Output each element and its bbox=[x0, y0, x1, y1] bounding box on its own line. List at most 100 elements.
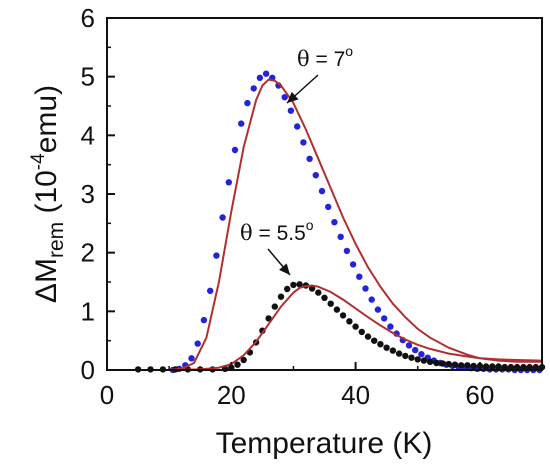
series-0-point bbox=[356, 273, 363, 280]
annotation-value: = 5.5 bbox=[253, 222, 306, 245]
series-1-point bbox=[458, 362, 465, 369]
y-tick-label: 6 bbox=[81, 3, 95, 33]
y-axis-title-unit-open: (10 bbox=[30, 170, 63, 222]
series-1-point bbox=[265, 315, 272, 322]
series-1-point bbox=[290, 281, 297, 289]
series-0-point bbox=[318, 187, 326, 195]
series-0-point bbox=[244, 99, 251, 107]
series-0-point bbox=[200, 316, 208, 324]
tick-layer: 0 20 40 60 0 1 2 3 4 5 6 bbox=[81, 3, 495, 410]
series-0-point bbox=[412, 346, 419, 354]
annotation-label: θ = 7o bbox=[297, 43, 353, 71]
series-1-point bbox=[339, 312, 347, 319]
series-0-point bbox=[238, 120, 245, 127]
series-1-point bbox=[495, 363, 502, 370]
series-1-point bbox=[271, 303, 278, 310]
series-2-fit-line bbox=[107, 78, 542, 371]
y-axis-title-subscript: rem bbox=[45, 222, 68, 258]
series-1-point bbox=[445, 360, 452, 368]
series-1-point bbox=[296, 281, 303, 288]
series-0-point bbox=[368, 296, 375, 303]
series-0-point bbox=[349, 261, 357, 268]
series-1-point bbox=[451, 361, 459, 368]
annotation-arrow-head bbox=[279, 263, 290, 275]
series-1-point bbox=[383, 344, 390, 351]
series-1-point bbox=[520, 363, 527, 371]
x-tick-label: 20 bbox=[217, 380, 246, 410]
series-0-point bbox=[225, 179, 232, 186]
series-1-point bbox=[482, 363, 490, 370]
series-3-fit-line bbox=[107, 284, 543, 371]
series-1-point bbox=[402, 352, 409, 360]
annotation-value: = 7 bbox=[310, 48, 346, 71]
annotation-layer: θ = 7oθ = 5.5o bbox=[240, 43, 353, 276]
series-0-point bbox=[250, 85, 257, 92]
series-1-point bbox=[358, 328, 365, 336]
series-1-point bbox=[352, 323, 359, 330]
series-0-point bbox=[312, 172, 319, 179]
series-1-point bbox=[470, 362, 477, 370]
annotation-label: θ = 5.5o bbox=[240, 217, 314, 245]
y-tick-label: 0 bbox=[81, 355, 95, 385]
x-tick-label: 0 bbox=[100, 380, 114, 410]
series-0-point bbox=[281, 94, 288, 101]
series-1-point bbox=[284, 285, 291, 293]
series-0-point bbox=[256, 74, 264, 82]
series-1-point bbox=[526, 363, 533, 371]
series-0-point bbox=[213, 252, 220, 259]
series-1-point bbox=[408, 354, 415, 361]
series-1-point bbox=[395, 350, 403, 357]
series-0-point bbox=[194, 340, 201, 347]
series-1-point bbox=[389, 347, 397, 354]
series-0-point bbox=[207, 287, 214, 294]
series-0-point bbox=[418, 351, 425, 358]
x-tick-label: 40 bbox=[341, 380, 370, 410]
annotation-theta: θ bbox=[240, 221, 253, 245]
series-0-point bbox=[343, 247, 351, 255]
y-tick-label: 2 bbox=[81, 238, 95, 268]
series-1-point bbox=[464, 362, 471, 369]
series-0-point bbox=[325, 203, 332, 211]
series-0-point bbox=[405, 342, 413, 349]
series-0-point bbox=[381, 315, 388, 322]
series-1-point bbox=[327, 300, 334, 307]
series-0-point bbox=[337, 233, 344, 240]
series-1-point bbox=[507, 363, 515, 371]
series-1-point bbox=[364, 333, 372, 340]
series-0-point bbox=[188, 355, 195, 362]
series-0-point bbox=[219, 214, 226, 221]
series-0-point bbox=[362, 285, 369, 292]
series-1-point bbox=[377, 341, 384, 348]
series-1-point bbox=[426, 358, 434, 365]
series-1-point bbox=[315, 289, 322, 296]
series-1-point bbox=[439, 360, 446, 367]
y-axis-title-unit-close: emu) bbox=[30, 85, 63, 153]
series-1-point bbox=[234, 361, 241, 368]
annotation-theta: θ bbox=[297, 47, 310, 71]
y-tick-label: 4 bbox=[81, 120, 95, 150]
series-1-point bbox=[277, 293, 285, 300]
series-0-point bbox=[387, 323, 394, 330]
series-0-point bbox=[294, 123, 301, 130]
series-0-point bbox=[331, 219, 338, 226]
series-0-point bbox=[306, 155, 313, 162]
y-tick-label: 3 bbox=[81, 179, 95, 209]
annotation-arrow-head bbox=[287, 91, 299, 103]
annotation-degree: o bbox=[345, 43, 353, 59]
x-tick-label: 60 bbox=[465, 380, 494, 410]
series-1-point bbox=[420, 357, 428, 364]
series-0-point bbox=[300, 139, 307, 146]
series-1-point bbox=[371, 337, 378, 344]
annotation-degree: o bbox=[306, 217, 314, 233]
series-0-point bbox=[374, 306, 382, 313]
series-1-point bbox=[433, 359, 440, 367]
series-1-point bbox=[513, 363, 521, 371]
series-0-point bbox=[287, 107, 295, 114]
series-1-point bbox=[489, 363, 496, 370]
series-1-point bbox=[321, 294, 328, 301]
series-1-point bbox=[346, 318, 353, 325]
series-layer bbox=[107, 70, 546, 374]
svg-text:ΔMrem (10-4emu): ΔMrem (10-4emu) bbox=[28, 85, 68, 303]
series-1-point bbox=[501, 363, 508, 371]
